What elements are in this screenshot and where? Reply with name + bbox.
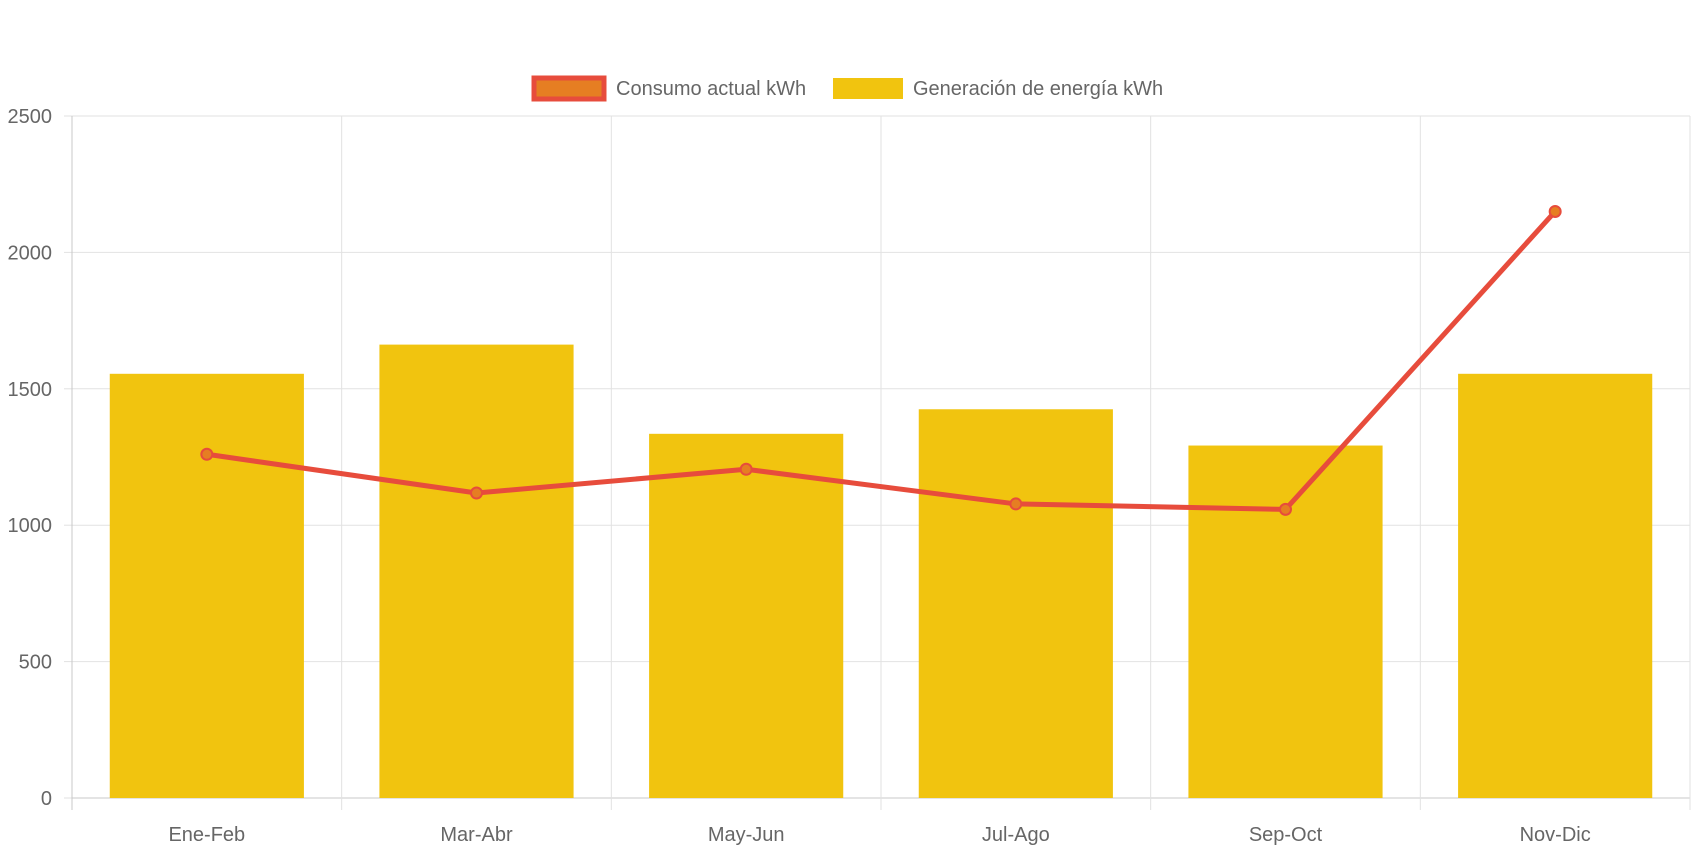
line-point xyxy=(1279,502,1292,516)
x-tick-label: Mar-Abr xyxy=(440,824,513,846)
y-tick-label: 2500 xyxy=(8,106,53,128)
axes: 0 500 1000 1500 2000 2500 Ene-Feb Mar-Abr May-Ju… xyxy=(8,106,1591,846)
legend-label-generacion: Generación de energía kWh xyxy=(913,78,1163,100)
series-line xyxy=(204,208,1558,512)
line-point xyxy=(739,462,753,476)
grid-lines xyxy=(64,115,1691,810)
bar xyxy=(918,409,1113,798)
legend-label-consumo: Consumo actual kWh xyxy=(616,78,806,100)
x-tick-label: Ene-Feb xyxy=(168,824,245,846)
y-tick-label: 0 xyxy=(41,788,52,810)
y-tick-label: 1000 xyxy=(8,515,53,537)
y-tick-label: 500 xyxy=(19,652,52,674)
legend: Consumo actual kWh Generación de energía … xyxy=(531,75,1163,102)
x-tick-label: Nov-Dic xyxy=(1520,824,1591,846)
bar xyxy=(379,344,574,798)
bar xyxy=(649,433,844,798)
legend-swatch-consumo xyxy=(531,75,607,102)
bar xyxy=(109,373,304,798)
bar-series xyxy=(109,344,1653,798)
y-tick-label: 1500 xyxy=(8,379,53,401)
x-tick-label: Jul-Ago xyxy=(982,824,1050,846)
y-tick-label: 2000 xyxy=(8,242,53,264)
line-point xyxy=(1009,497,1023,511)
bar xyxy=(1458,373,1653,798)
x-tick-label: Sep-Oct xyxy=(1249,824,1323,846)
line-point xyxy=(1548,204,1562,218)
x-tick-label: May-Jun xyxy=(708,824,785,846)
line-point xyxy=(200,447,214,461)
line-series xyxy=(200,204,1562,516)
line-point xyxy=(470,486,483,500)
bar xyxy=(1188,445,1383,798)
legend-swatch-generacion xyxy=(833,78,903,99)
